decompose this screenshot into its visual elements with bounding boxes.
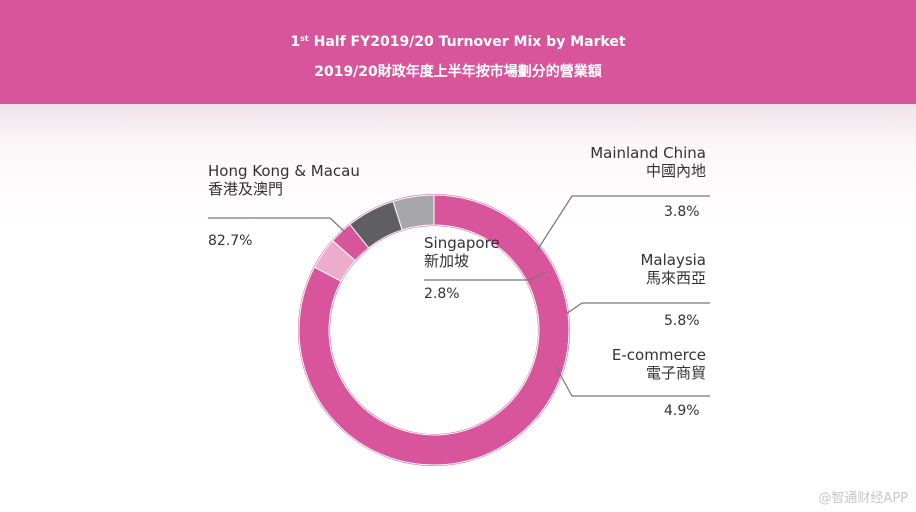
label-malaysia-en: Malaysia xyxy=(640,251,706,269)
leader-ecommerce xyxy=(555,366,710,397)
chart-subtitle-zh: 2019/20財政年度上半年按市場劃分的營業額 xyxy=(314,64,602,80)
leader-mainland xyxy=(535,195,710,253)
label-mainland: Mainland China 中國內地 xyxy=(590,144,706,180)
value-hk: 82.7% xyxy=(208,233,253,249)
watermark: @智通财经APP xyxy=(818,491,908,506)
label-singapore-en: Singapore xyxy=(424,234,500,252)
label-hk-en: Hong Kong & Macau xyxy=(208,162,360,180)
value-mainland: 3.8% xyxy=(664,204,700,220)
slice-ecommerce xyxy=(392,194,435,231)
slice-hk xyxy=(298,194,570,466)
value-ecommerce: 4.9% xyxy=(664,403,700,419)
label-hk-zh: 香港及澳門 xyxy=(208,180,284,198)
leader-hk xyxy=(208,217,346,233)
label-ecommerce-en: E-commerce xyxy=(611,346,706,364)
label-ecommerce: E-commerce 電子商貿 xyxy=(612,346,706,382)
label-ecommerce-zh: 電子商貿 xyxy=(645,364,706,382)
leader-malaysia xyxy=(565,302,710,315)
label-mainland-en: Mainland China xyxy=(590,144,706,162)
leader-singapore xyxy=(424,271,547,281)
value-malaysia: 5.8% xyxy=(664,313,700,329)
header-banner: 1st Half FY2019/20 Turnover Mix by Marke… xyxy=(0,0,916,104)
value-singapore: 2.8% xyxy=(424,286,460,302)
label-singapore: Singapore 新加坡 xyxy=(424,234,500,270)
label-malaysia: Malaysia 馬來西亞 xyxy=(640,251,706,287)
label-hk: Hong Kong & Macau 香港及澳門 xyxy=(208,162,360,198)
chart-title: 1st Half FY2019/20 Turnover Mix by Marke… xyxy=(290,34,626,50)
label-mainland-zh: 中國內地 xyxy=(645,162,706,180)
label-singapore-zh: 新加坡 xyxy=(424,252,470,270)
label-malaysia-zh: 馬來西亞 xyxy=(645,269,706,287)
